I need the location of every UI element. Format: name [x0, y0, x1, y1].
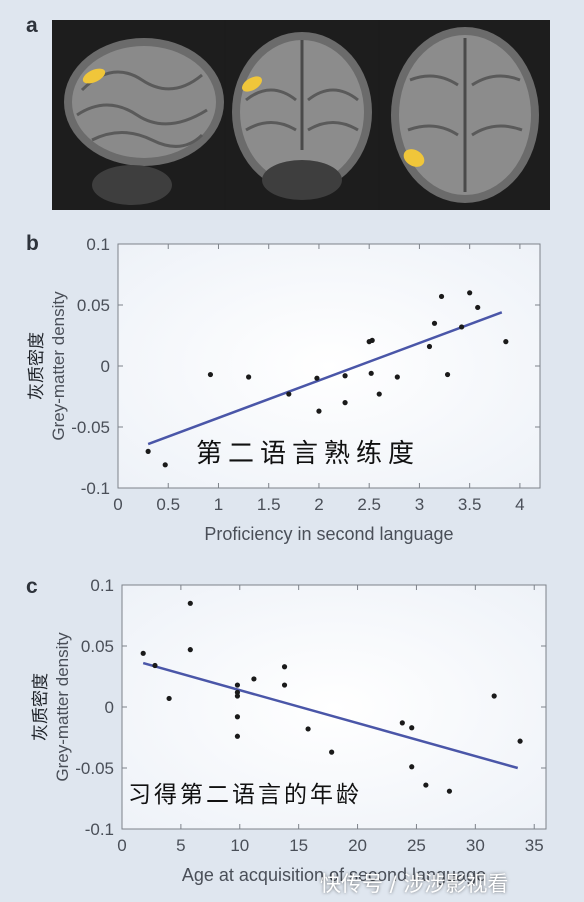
data-point — [369, 337, 375, 343]
data-point — [187, 647, 193, 653]
data-point — [399, 720, 405, 726]
data-point — [475, 304, 481, 311]
y-tick-label: -0.1 — [85, 820, 114, 839]
chart-annotation: 第二语言熟练度 — [196, 439, 420, 469]
data-point — [503, 339, 509, 345]
x-tick-label: 2.5 — [357, 495, 381, 514]
data-point — [234, 693, 241, 699]
y-axis-label: Grey-matter density — [49, 291, 68, 441]
y-tick-label: 0.05 — [81, 637, 114, 656]
y-tick-label: -0.05 — [71, 418, 110, 437]
data-point — [314, 375, 320, 381]
data-point — [145, 448, 151, 454]
data-point — [281, 664, 288, 670]
data-point — [467, 290, 473, 296]
data-point — [207, 371, 214, 378]
data-point — [459, 324, 465, 330]
plot-area — [117, 243, 541, 489]
x-tick-label: 2 — [314, 495, 323, 514]
data-point — [446, 788, 453, 794]
data-point — [234, 689, 241, 695]
data-point — [517, 738, 523, 744]
x-tick-label: 25 — [407, 836, 426, 855]
data-point — [431, 320, 438, 326]
data-point — [438, 293, 445, 300]
y-axis-label: Grey-matter density — [53, 632, 72, 782]
x-tick-label: 0 — [113, 495, 122, 514]
highlight-region — [82, 68, 106, 84]
trend-line — [142, 661, 519, 770]
data-point — [234, 733, 241, 739]
data-point — [140, 650, 146, 656]
highlight-region — [403, 149, 425, 167]
data-point — [286, 391, 292, 397]
x-tick-label: 15 — [289, 836, 308, 855]
y-axis-label-cn: 灰质密度 — [27, 332, 47, 400]
data-point — [394, 374, 400, 380]
data-point — [246, 374, 252, 380]
y-tick-label: 0.1 — [86, 235, 110, 254]
chart-age-acquisition: 0 5 10 15 20 25 30 35 0.1 0.05 0 -0.05 -0.1 Age at ac… — [31, 576, 547, 885]
data-point — [234, 682, 241, 688]
y-tick-label: 0 — [105, 698, 114, 717]
data-point — [305, 726, 311, 732]
data-point — [426, 343, 433, 350]
chart-annotation: 习得第二语言的年龄 — [128, 782, 362, 808]
y-tick-label: 0.05 — [77, 296, 110, 315]
x-tick-label: 4 — [515, 495, 524, 514]
trend-line — [147, 311, 503, 446]
x-tick-label: 20 — [348, 836, 367, 855]
y-tick-label: -0.1 — [81, 479, 110, 498]
brain-axial-image — [380, 20, 550, 210]
data-point — [444, 371, 451, 378]
data-point — [376, 391, 382, 397]
data-point — [162, 462, 168, 468]
y-tick-label: 0.1 — [90, 576, 114, 595]
data-point — [166, 695, 172, 702]
x-tick-label: 1.5 — [257, 495, 281, 514]
data-point — [423, 782, 429, 788]
data-point — [491, 693, 497, 699]
panel-letter-b: b — [26, 232, 39, 255]
x-tick-label: 35 — [525, 836, 544, 855]
watermark: 快传号 / 涉涉影视看 — [320, 872, 509, 896]
x-tick-label: 5 — [176, 836, 185, 855]
y-tick-label: -0.05 — [75, 759, 114, 778]
brain-coronal-image — [226, 20, 378, 210]
brain-scan-strip — [52, 20, 550, 210]
highlight-region — [242, 76, 262, 92]
data-point — [342, 400, 348, 406]
x-tick-label: 30 — [466, 836, 485, 855]
data-point — [187, 600, 193, 606]
data-point — [409, 725, 415, 731]
brain-sagittal-image — [52, 20, 224, 210]
data-point — [316, 408, 322, 414]
y-tick-label: 0 — [101, 357, 110, 376]
x-axis-label: Age at acquisition of second language — [182, 865, 486, 885]
data-point — [152, 662, 158, 669]
data-point — [251, 676, 257, 682]
x-tick-label: 0.5 — [156, 495, 180, 514]
x-tick-label: 3 — [415, 495, 424, 514]
data-point — [329, 749, 335, 755]
panel-letter-c: c — [26, 575, 38, 598]
x-tick-label: 3.5 — [458, 495, 482, 514]
x-tick-label: 10 — [230, 836, 249, 855]
x-tick-label: 0 — [117, 836, 126, 855]
x-tick-label: 1 — [214, 495, 223, 514]
data-point — [409, 764, 415, 770]
data-point — [342, 373, 348, 379]
x-axis-label: Proficiency in second language — [204, 524, 453, 544]
data-point — [281, 682, 288, 688]
data-point — [234, 714, 241, 720]
chart-proficiency: 0 0.5 1 1.5 2 2.5 3 3.5 4 0.1 0.05 0 -0.05 -0.1 Profic… — [27, 235, 541, 544]
plot-area — [121, 584, 547, 830]
data-point — [368, 370, 374, 376]
y-axis-label-cn: 灰质密度 — [31, 673, 51, 741]
panel-letter-a: a — [26, 14, 38, 37]
